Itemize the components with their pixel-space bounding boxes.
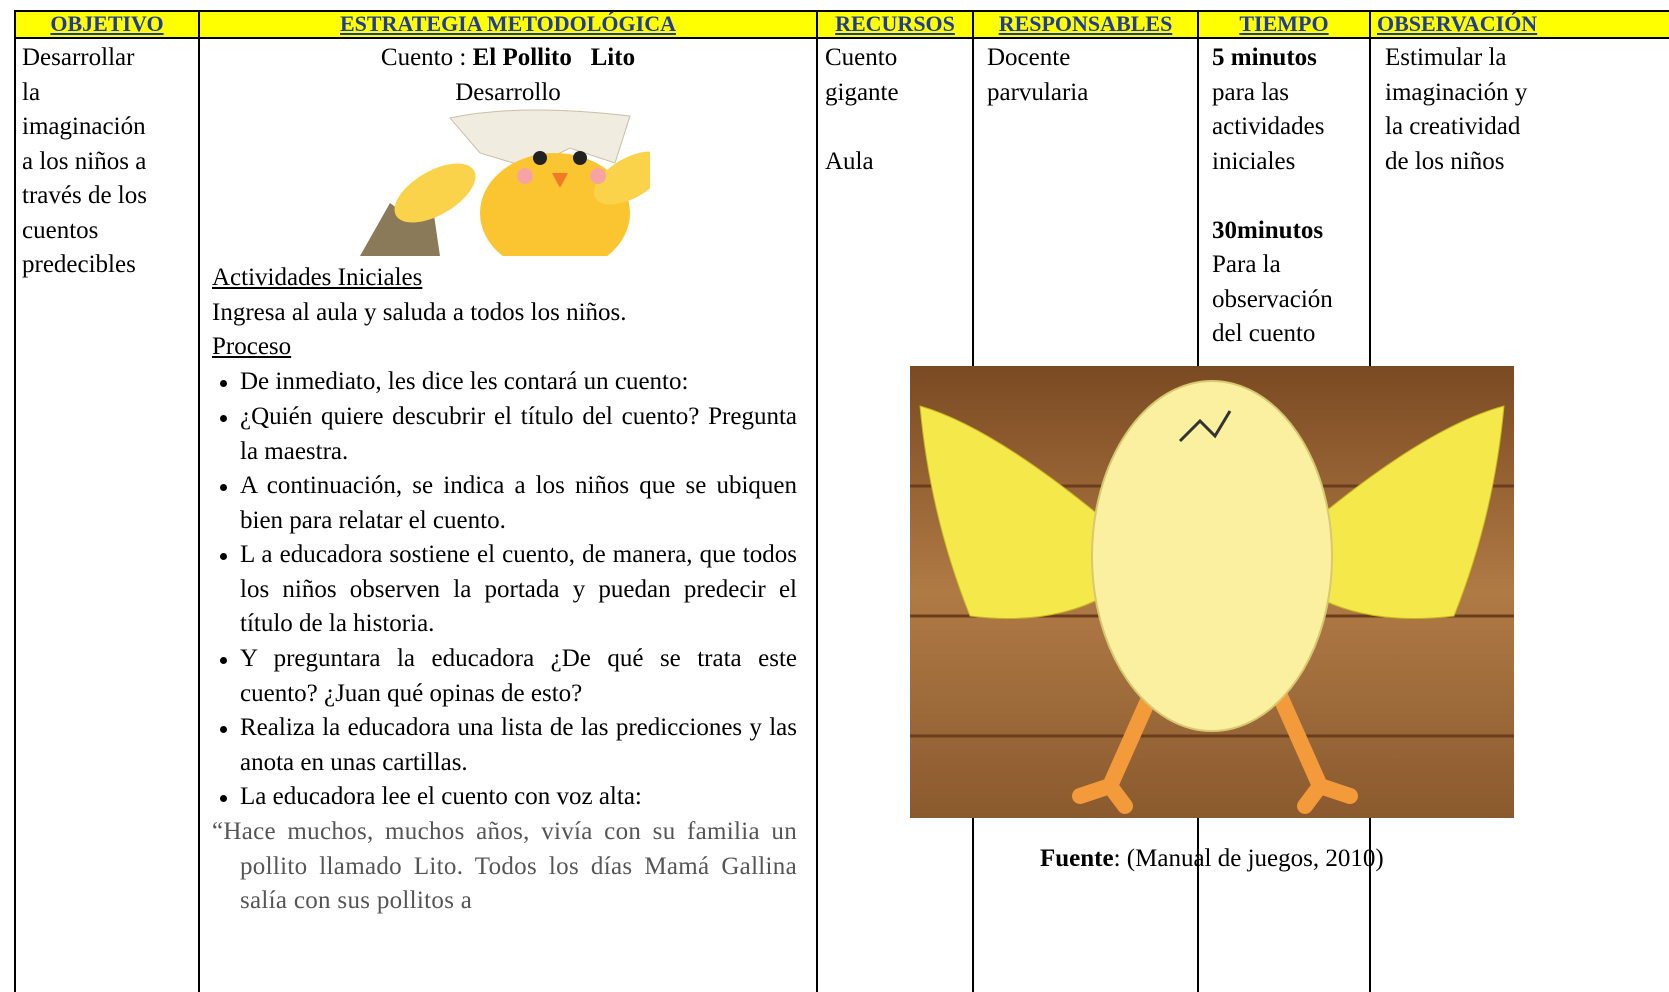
objective-line: través de los bbox=[22, 182, 147, 209]
bullet-item: De inmediato, les dice les contará un cu… bbox=[220, 365, 797, 400]
time-line: 5 minutos bbox=[1212, 44, 1317, 71]
source-text: : (Manual de juegos, 2010) bbox=[1113, 845, 1384, 872]
header-cell: OBSERVACIÓN bbox=[1377, 11, 1538, 36]
observation-line: imaginación y bbox=[1385, 78, 1528, 106]
header-cell: OBJETIVO bbox=[50, 11, 164, 36]
bullet-item: ¿Quién quiere descubrir el título del cu… bbox=[220, 400, 797, 469]
time-line: Para la bbox=[1212, 251, 1281, 278]
title-prefix: Cuento : bbox=[380, 44, 473, 71]
time-line: observación bbox=[1212, 285, 1333, 313]
column-rule bbox=[816, 10, 818, 992]
rule bbox=[14, 10, 1669, 12]
resource-line: Cuento bbox=[825, 44, 898, 71]
resource-line: Aula bbox=[825, 147, 874, 175]
bullet-item: Realiza la educadora una lista de las pr… bbox=[220, 711, 797, 780]
observation-line: Estimular la bbox=[1385, 44, 1507, 71]
objective-line: a los niños a bbox=[22, 147, 147, 175]
source-note: Fuente: (Manual de juegos, 2010) bbox=[1040, 842, 1384, 877]
title: El Pollito Lito bbox=[472, 44, 636, 71]
story-text: “Hace muchos, muchos años, vivía con su … bbox=[212, 818, 797, 914]
header-cell: RECURSOS bbox=[835, 11, 955, 36]
header-cell: RESPONSABLES bbox=[998, 11, 1173, 36]
time-line: iniciales bbox=[1212, 147, 1296, 175]
objective-line: imaginación bbox=[22, 113, 146, 140]
paragraph: Ingresa al aula y saluda a todos los niñ… bbox=[212, 299, 627, 326]
section-heading: Proceso bbox=[212, 333, 292, 360]
observation-line: la creatividad bbox=[1385, 113, 1521, 140]
bullet-item: L a educadora sostiene el cuento, de man… bbox=[220, 538, 797, 642]
subtitle: Desarrollo bbox=[455, 79, 561, 106]
header-cell: ESTRATEGIA METODOLÓGICA bbox=[340, 11, 676, 36]
responsible-line: parvularia bbox=[987, 78, 1089, 106]
header-bg bbox=[14, 10, 1669, 37]
time-line: del cuento bbox=[1212, 320, 1316, 347]
responsible-line: Docente bbox=[987, 44, 1071, 71]
time-line: para las bbox=[1212, 78, 1290, 106]
objective-line: la bbox=[22, 78, 41, 106]
objective-line: Desarrollar bbox=[22, 44, 135, 71]
column-rule bbox=[14, 10, 16, 992]
chick-illustration bbox=[360, 109, 650, 256]
bullet-item: Y preguntara la educadora ¿De qué se tra… bbox=[220, 642, 797, 711]
section-heading: Actividades Iniciales bbox=[212, 264, 423, 291]
objective-line: predecibles bbox=[22, 251, 136, 278]
column-rule bbox=[198, 10, 200, 992]
bullet-item: La educadora lee el cuento con voz alta: bbox=[220, 780, 797, 815]
observation-line: de los niños bbox=[1385, 147, 1505, 175]
bullet-item: A continuación, se indica a los niños qu… bbox=[220, 469, 797, 538]
time-line: actividades bbox=[1212, 113, 1325, 140]
source-label: Fuente bbox=[1040, 845, 1114, 872]
rule bbox=[14, 37, 1669, 39]
strategy-title: Cuento : El Pollito Lito bbox=[200, 41, 816, 76]
objective-line: cuentos bbox=[22, 216, 99, 244]
header-cell: TIEMPO bbox=[1239, 11, 1329, 36]
time-line: 30minutos bbox=[1212, 216, 1324, 244]
story-image bbox=[910, 366, 1514, 818]
resource-line: gigante bbox=[825, 78, 899, 106]
